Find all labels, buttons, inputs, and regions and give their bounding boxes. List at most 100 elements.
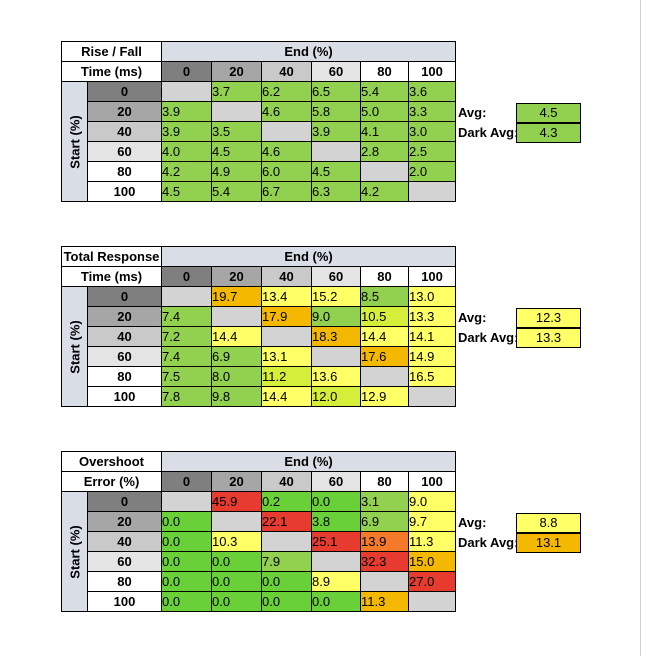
dark-average-row: Dark Avg: 4.3: [458, 123, 582, 143]
value-cell: 16.5: [407, 366, 457, 387]
value-cell: 3.9: [311, 121, 362, 142]
start-axis-label: Start (%): [61, 81, 88, 202]
value-cell: 3.9: [161, 121, 213, 142]
value-cell: 15.0: [408, 551, 457, 572]
end-level-header: 80: [360, 61, 410, 82]
value-cell: 10.3: [211, 531, 263, 552]
value-cell: [261, 121, 313, 142]
matrix-table: Rise / Fall End (%) Time (ms) 0 20 40 60 80 100 S…: [60, 41, 457, 202]
start-level-header: 0: [86, 491, 163, 512]
value-cell: [211, 306, 262, 327]
start-level-header: 60: [87, 346, 162, 367]
value-cell: 27.0: [408, 571, 457, 592]
value-cell: 8.0: [211, 366, 262, 387]
value-cell: [261, 326, 312, 347]
start-level-header: 0: [87, 286, 162, 307]
value-cell: 6.7: [261, 181, 313, 202]
average-value: 4.5: [516, 103, 581, 123]
value-cell: [161, 286, 212, 307]
value-cell: 45.9: [211, 491, 263, 512]
start-level-header: 80: [87, 366, 162, 387]
value-cell: 0.0: [161, 511, 213, 532]
value-cell: 12.0: [311, 386, 361, 407]
end-level-header: 40: [261, 266, 312, 287]
value-cell: 6.0: [261, 161, 313, 182]
value-cell: 8.5: [360, 286, 409, 307]
value-cell: 3.3: [408, 101, 457, 122]
average-value: 12.3: [516, 308, 581, 328]
start-level-header: 60: [86, 551, 163, 572]
value-cell: 9.7: [408, 511, 457, 532]
value-cell: 2.8: [360, 141, 410, 162]
start-level-header: 100: [87, 386, 162, 407]
value-cell: 13.3: [407, 306, 457, 327]
start-level-header: 40: [86, 531, 163, 552]
value-cell: 7.8: [161, 386, 212, 407]
value-cell: 0.0: [311, 591, 362, 612]
end-level-header: 0: [161, 61, 213, 82]
value-cell: 5.4: [211, 181, 263, 202]
end-level-header: 60: [311, 266, 361, 287]
dark-average-label: Dark Avg:: [458, 535, 519, 550]
value-cell: 18.3: [311, 326, 361, 347]
value-cell: [407, 386, 457, 407]
average-label: Avg:: [458, 310, 487, 325]
dark-average-row: Dark Avg: 13.3: [458, 328, 582, 348]
corner-label-line1: Rise / Fall: [60, 41, 163, 62]
value-cell: 17.9: [261, 306, 312, 327]
value-cell: 3.8: [311, 511, 362, 532]
value-cell: 2.0: [408, 161, 457, 182]
value-cell: 15.2: [311, 286, 361, 307]
value-cell: 6.9: [211, 346, 262, 367]
value-cell: 4.5: [311, 161, 362, 182]
value-cell: [360, 161, 410, 182]
corner-label-line2: Time (ms): [61, 266, 162, 287]
dark-average-label: Dark Avg:: [458, 330, 519, 345]
end-level-header: 0: [161, 266, 212, 287]
value-cell: 14.1: [407, 326, 457, 347]
value-cell: 0.0: [161, 531, 213, 552]
dark-average-label: Dark Avg:: [458, 125, 519, 140]
value-cell: 14.4: [360, 326, 409, 347]
value-cell: 0.0: [161, 591, 213, 612]
value-cell: 7.2: [161, 326, 212, 347]
start-level-header: 20: [87, 306, 162, 327]
value-cell: 3.0: [408, 121, 457, 142]
value-cell: 10.5: [360, 306, 409, 327]
value-cell: 3.1: [360, 491, 410, 512]
start-level-header: 20: [86, 511, 163, 532]
value-cell: [311, 551, 362, 572]
start-level-header: 40: [87, 326, 162, 347]
value-cell: [360, 571, 410, 592]
start-axis-text: Start (%): [67, 114, 82, 169]
corner-label-line1: Total Response: [61, 246, 162, 267]
end-level-header: 100: [407, 266, 457, 287]
value-cell: 0.0: [311, 491, 362, 512]
chart-block-0: Rise / Fall End (%) Time (ms) 0 20 40 60 80 100 S…: [60, 41, 457, 202]
end-axis-label: End (%): [160, 246, 457, 267]
start-axis-label: Start (%): [61, 491, 88, 612]
value-cell: 4.5: [211, 141, 263, 162]
value-cell: 0.0: [211, 591, 263, 612]
average-label: Avg:: [458, 105, 487, 120]
value-cell: 13.6: [311, 366, 361, 387]
value-cell: 3.6: [408, 81, 457, 102]
start-axis-text: Start (%): [67, 319, 82, 374]
value-cell: [161, 81, 213, 102]
end-level-header: 20: [211, 266, 262, 287]
value-cell: 4.2: [161, 161, 213, 182]
value-cell: 14.4: [261, 386, 312, 407]
value-cell: 13.4: [261, 286, 312, 307]
value-cell: 9.0: [311, 306, 361, 327]
value-cell: 4.0: [161, 141, 213, 162]
value-cell: 5.8: [311, 101, 362, 122]
value-cell: 0.2: [261, 491, 313, 512]
start-level-header: 20: [86, 101, 163, 122]
average-row: Avg: 4.5: [458, 103, 582, 123]
average-value: 8.8: [516, 513, 581, 533]
value-cell: 7.9: [261, 551, 313, 572]
value-cell: 11.3: [360, 591, 410, 612]
value-cell: [360, 366, 409, 387]
value-cell: 7.4: [161, 346, 212, 367]
value-cell: 4.5: [161, 181, 213, 202]
